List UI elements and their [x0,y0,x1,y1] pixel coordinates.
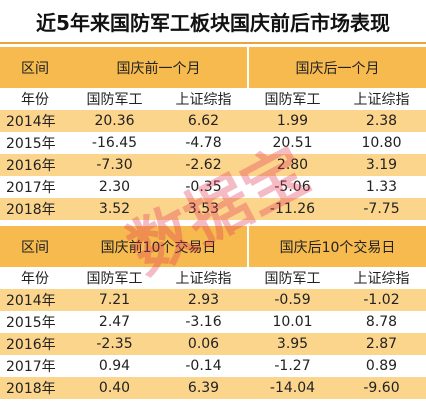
cell: 2018年 [0,377,70,399]
cell: 2018年 [0,198,70,220]
table-row: 2014年 7.21 2.93 -0.59 -1.02 [0,289,426,311]
cell: -16.45 [91,135,138,151]
cell: 2016年 [0,154,70,176]
range-label: 区间 [0,47,70,88]
column-header: 年份 [0,267,70,289]
cell: 2014年 [0,110,70,132]
table-row: 2018年 3.52 3.53 -11.26 -7.75 [0,198,426,220]
group-header: 国庆后10个交易日 [247,226,426,267]
column-header: 上证综指 [337,267,426,289]
cell: -1.27 [274,358,311,374]
cell: 2.38 [337,110,426,132]
cell: 2014年 [0,289,70,311]
cell: 7.21 [70,289,159,311]
cell: 2.47 [98,314,131,330]
cell: -3.16 [185,314,222,330]
group-header: 国庆前10个交易日 [70,226,248,267]
cell: 0.89 [365,358,398,374]
column-header: 国防军工 [248,88,337,110]
cell: 3.52 [70,198,159,220]
column-header: 上证综指 [159,267,248,289]
cell: 1.33 [365,179,398,195]
cell: 3.95 [248,333,337,355]
cell: 6.62 [159,110,248,132]
group-header: 国庆前一个月 [70,47,248,88]
cell: -9.60 [337,377,426,399]
table-row: 2014年 20.36 6.62 1.99 2.38 [0,110,426,132]
cell: 0.94 [98,358,131,374]
column-header: 上证综指 [159,88,248,110]
table-row: 2016年 -2.35 0.06 3.95 2.87 [0,333,426,355]
cell: 0.06 [159,333,248,355]
page-title: 近5年来国防军工板块国庆前后市场表现 [36,10,390,35]
cell: 3.19 [337,154,426,176]
cell: -14.04 [248,377,337,399]
cell: 2.30 [98,179,131,195]
cell: 2017年 [6,180,56,196]
cell: 0.40 [70,377,159,399]
cell: 2017年 [6,359,56,375]
table-before-after-month: 区间 国庆前一个月 国庆后一个月 年份 国防军工 上证综指 国防军工 上证综指 … [0,47,426,220]
cell: -0.14 [185,358,222,374]
table-group-header: 区间 国庆前一个月 国庆后一个月 [0,47,426,88]
column-header: 年份 [0,88,70,110]
table-subheader: 年份 国防军工 上证综指 国防军工 上证综指 [0,88,426,110]
cell: 2015年 [6,136,56,152]
cell: -1.02 [337,289,426,311]
table-row: 2015年 -16.45 -4.78 20.51 10.80 [0,132,426,154]
cell: 3.53 [159,198,248,220]
cell: -11.26 [248,198,337,220]
column-header: 国防军工 [248,267,337,289]
cell: 2.80 [248,154,337,176]
table-row: 2017年 2.30 -0.35 -5.06 1.33 [0,176,426,198]
cell: 10.01 [272,314,313,330]
cell: 2015年 [6,315,56,331]
cell: 1.99 [248,110,337,132]
column-header: 国防军工 [70,88,159,110]
table-row: 2016年 -7.30 -2.62 2.80 3.19 [0,154,426,176]
cell: 20.36 [70,110,159,132]
group-header: 国庆后一个月 [247,47,426,88]
table-row: 2018年 0.40 6.39 -14.04 -9.60 [0,377,426,399]
table-row: 2017年 0.94 -0.14 -1.27 0.89 [0,355,426,377]
cell: 8.78 [365,314,398,330]
cell: -0.59 [248,289,337,311]
cell: 2.87 [337,333,426,355]
cell: 6.39 [159,377,248,399]
range-label: 区间 [0,226,70,267]
cell: -7.30 [70,154,159,176]
cell: 20.51 [272,135,313,151]
cell: 10.80 [361,135,402,151]
cell: 2.93 [159,289,248,311]
column-header: 国防军工 [70,267,159,289]
title-underline [0,42,426,44]
table-group-header: 区间 国庆前10个交易日 国庆后10个交易日 [0,226,426,267]
column-header: 上证综指 [337,88,426,110]
cell: -0.35 [185,179,222,195]
table-before-after-10-days: 区间 国庆前10个交易日 国庆后10个交易日 年份 国防军工 上证综指 国防军工… [0,226,426,399]
table-row: 2015年 2.47 -3.16 10.01 8.78 [0,311,426,333]
table-subheader: 年份 国防军工 上证综指 国防军工 上证综指 [0,267,426,289]
cell: -2.62 [159,154,248,176]
cell: -7.75 [337,198,426,220]
cell: -2.35 [70,333,159,355]
cell: -4.78 [185,135,222,151]
cell: 2016年 [0,333,70,355]
cell: -5.06 [274,179,311,195]
